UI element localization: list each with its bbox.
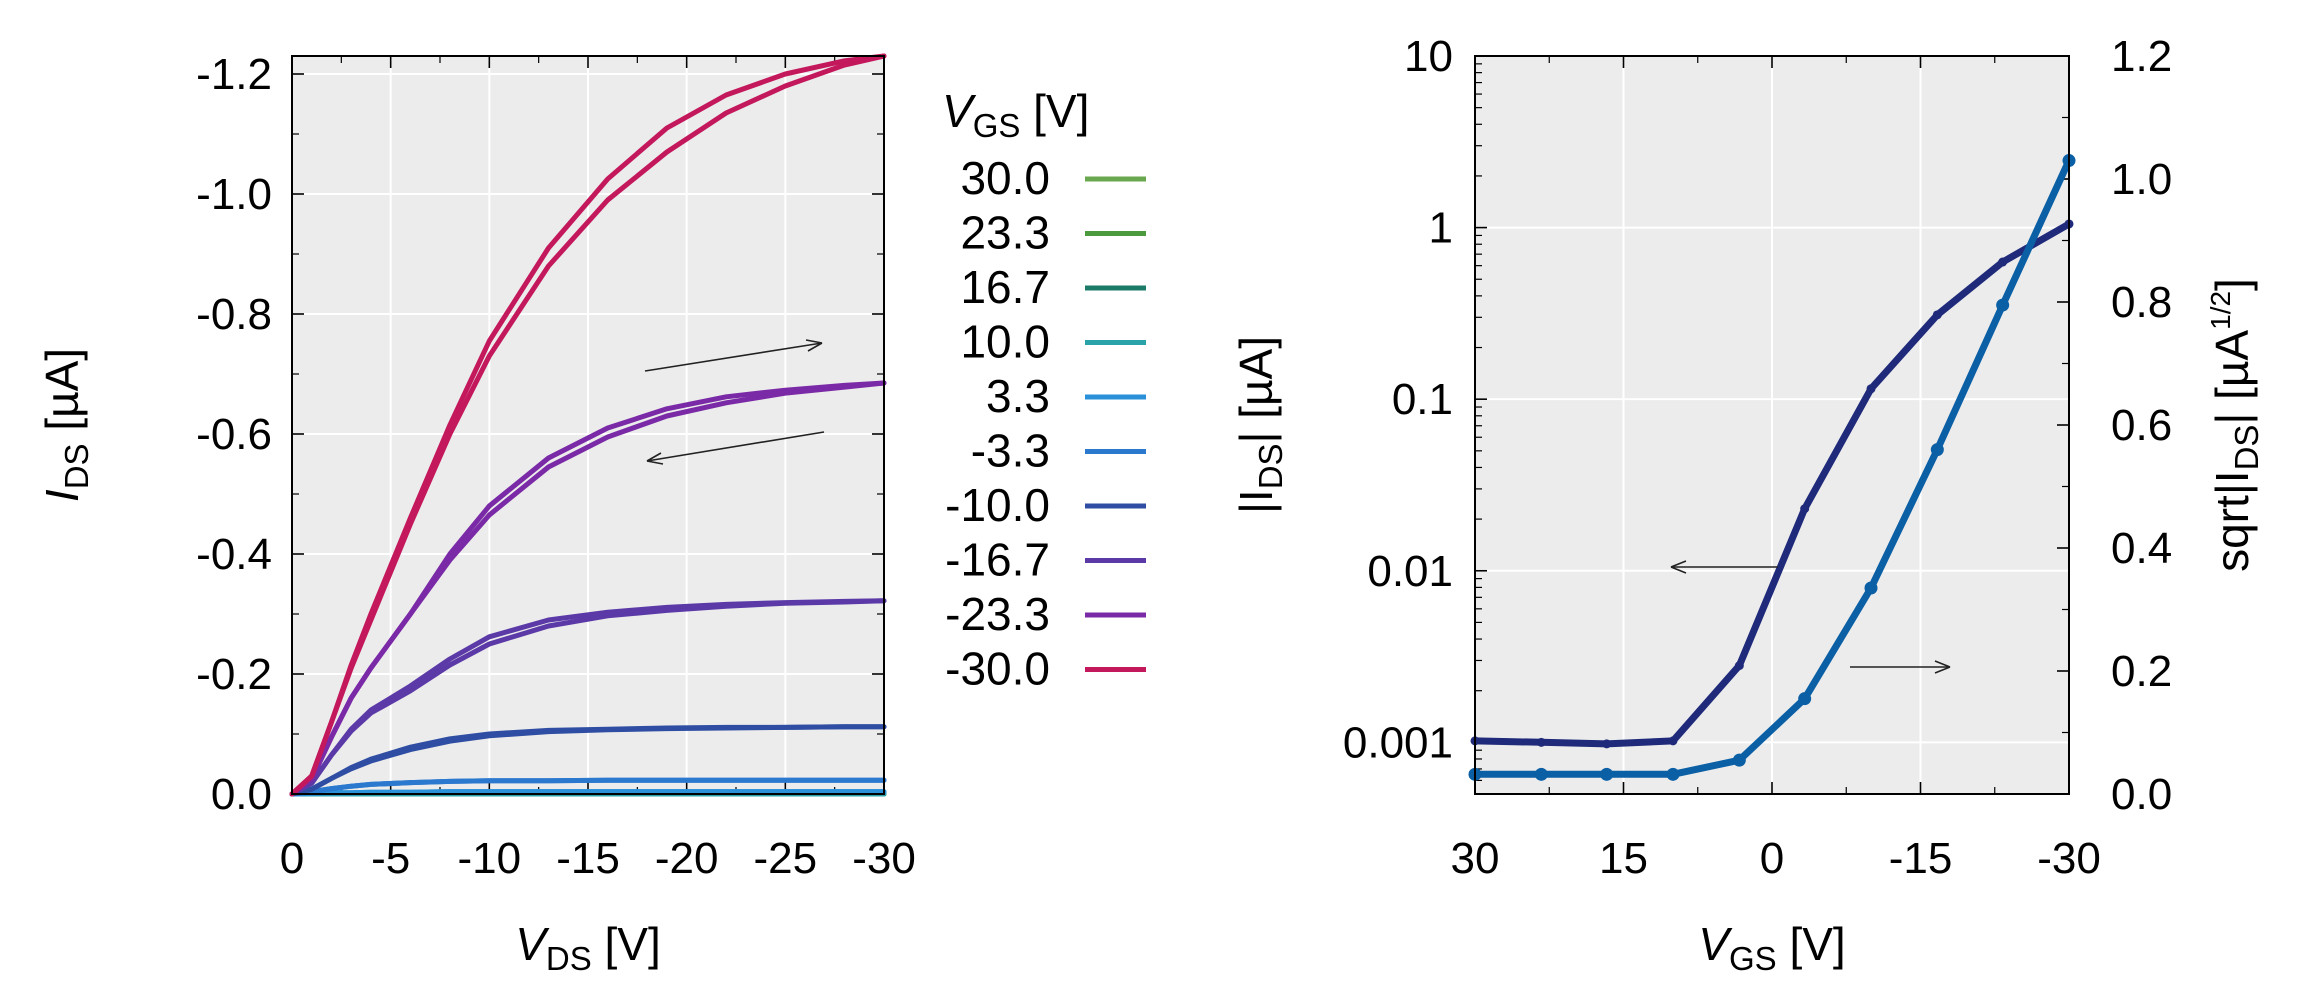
data-point-abs-ids <box>1536 737 1546 747</box>
data-point-sqrt-ids <box>1864 581 1878 595</box>
y2-tick-label: 0.8 <box>2111 278 2172 327</box>
series-line-vgs-3.3-reverse <box>289 789 887 797</box>
y-tick-label: -1.2 <box>196 50 272 99</box>
y2-tick-label: 0.0 <box>2111 770 2172 819</box>
data-point-abs-ids <box>1602 739 1612 749</box>
y-tick-label: -0.2 <box>196 650 272 699</box>
data-point-sqrt-ids <box>1666 767 1680 781</box>
data-point-abs-ids <box>1866 384 1876 394</box>
x-tick-label: -30 <box>852 834 916 883</box>
y-tick-labels-output: 0.0 -0.2 -0.4 -0.6 -0.8 -1.0 -1.2 <box>196 50 272 819</box>
series-line-vgs--16.7-reverse <box>289 598 887 797</box>
right-axis-arrowhead <box>1934 660 1951 674</box>
y-axis-label-output: IDS [µA] <box>36 348 95 502</box>
data-point-abs-ids <box>1998 257 2008 267</box>
y-axis-label-transfer: |IDS| [µA] <box>1230 336 1289 514</box>
x-tick-label: 0 <box>1760 834 1784 883</box>
x-tick-label: -25 <box>754 834 818 883</box>
data-point-sqrt-ids <box>1798 692 1812 706</box>
x-tick-label: -5 <box>371 834 410 883</box>
y-tick-label: 0.0 <box>211 770 272 819</box>
y-tick-label: -1.0 <box>196 170 272 219</box>
frame-transfer <box>1474 55 2070 795</box>
axis-arrows <box>1670 560 1951 674</box>
sweep-arrows <box>644 339 825 465</box>
data-point-abs-ids <box>1734 661 1744 671</box>
x-axis-label-output: VDS [V] <box>515 918 661 977</box>
y-tick-label: -0.4 <box>196 530 272 579</box>
left-axis-arrowhead <box>1670 560 1687 574</box>
x-tick-label: -15 <box>1889 834 1953 883</box>
forward-sweep-arrowhead <box>805 339 823 352</box>
reverse-sweep-arrow <box>646 431 825 462</box>
transfer-characteristics-chart: 0.001 0.01 0.1 1 10 0.0 0.2 0.4 0.6 0.8 1.0 1.2 30… <box>1230 32 2265 977</box>
data-point-abs-ids <box>1668 736 1678 746</box>
legend-entry-label: 30.0 <box>960 152 1050 204</box>
x-tick-label: 0 <box>280 834 304 883</box>
y2-tick-label: 1.0 <box>2111 155 2172 204</box>
y2-tick-label: 0.2 <box>2111 647 2172 696</box>
legend-entry-label: -30.0 <box>945 643 1050 695</box>
data-point-sqrt-ids <box>1996 298 2010 312</box>
x-axis-label-transfer: VGS [V] <box>1698 918 1845 977</box>
forward-sweep-arrow <box>644 342 823 372</box>
y-tick-label: -0.8 <box>196 290 272 339</box>
y-tick-label: 0.01 <box>1367 547 1453 596</box>
legend-vgs: VGS [V] 30.023.316.710.03.3-3.3-10.0-16.… <box>942 85 1146 695</box>
data-point-sqrt-ids <box>1732 753 1746 767</box>
y-tick-label: 10 <box>1404 32 1453 81</box>
y-tick-label: 0.001 <box>1343 718 1453 767</box>
y2-tick-label: 0.4 <box>2111 524 2172 573</box>
data-point-sqrt-ids <box>1930 443 1944 457</box>
legend-entry-label: 16.7 <box>960 261 1050 313</box>
data-point-sqrt-ids <box>1600 767 1614 781</box>
series-line-vgs--3.3-reverse <box>289 777 887 797</box>
y2-tick-label: 0.6 <box>2111 401 2172 450</box>
x-tick-labels-output: 0 -5 -10 -15 -20 -25 -30 <box>280 834 916 883</box>
legend-entry-label: -23.3 <box>945 588 1050 640</box>
legend-title: VGS [V] <box>942 85 1089 144</box>
x-tick-label: -20 <box>655 834 719 883</box>
y2-axis-label-transfer: sqrt|IDS| [µA1/2] <box>2205 278 2265 572</box>
reverse-sweep-arrowhead <box>646 452 664 465</box>
legend-entry-label: 10.0 <box>960 316 1050 368</box>
series-line-vgs--10.0-reverse <box>289 724 887 797</box>
y2-tick-label: 1.2 <box>2111 32 2172 81</box>
frame-output <box>291 55 885 795</box>
legend-entry-label: -10.0 <box>945 479 1050 531</box>
series-line-sqrt-ids <box>1471 157 2073 778</box>
y-tick-label: 1 <box>1429 204 1453 253</box>
x-tick-label: -15 <box>556 834 620 883</box>
y-tick-labels-transfer: 0.001 0.01 0.1 1 10 <box>1343 32 1453 767</box>
legend-entry-label: 3.3 <box>986 370 1050 422</box>
x-tick-label: -30 <box>2037 834 2101 883</box>
data-point-sqrt-ids <box>1534 767 1548 781</box>
output-characteristics-chart: 0.0 -0.2 -0.4 -0.6 -0.8 -1.0 -1.2 0 -5 -10 -15 -20… <box>36 50 1146 977</box>
y2-tick-labels-transfer: 0.0 0.2 0.4 0.6 0.8 1.0 1.2 <box>2111 32 2172 819</box>
series-line-vgs--30.0-reverse <box>289 53 887 797</box>
data-point-abs-ids <box>1800 504 1810 514</box>
data-point-abs-ids <box>1932 310 1942 320</box>
y-tick-label: 0.1 <box>1392 375 1453 424</box>
series-transfer <box>1468 154 2076 781</box>
legend-entry-label: -16.7 <box>945 534 1050 586</box>
x-tick-label: 30 <box>1451 834 1500 883</box>
legend-entry-label: 23.3 <box>960 207 1050 259</box>
series-line-vgs--23.3-reverse <box>289 380 887 797</box>
x-tick-label: 15 <box>1599 834 1648 883</box>
x-tick-labels-transfer: 30 15 0 -15 -30 <box>1451 834 2101 883</box>
x-tick-label: -10 <box>458 834 522 883</box>
series-line-abs-ids <box>1471 220 2073 748</box>
legend-entry-label: -3.3 <box>971 425 1050 477</box>
y-tick-label: -0.6 <box>196 410 272 459</box>
